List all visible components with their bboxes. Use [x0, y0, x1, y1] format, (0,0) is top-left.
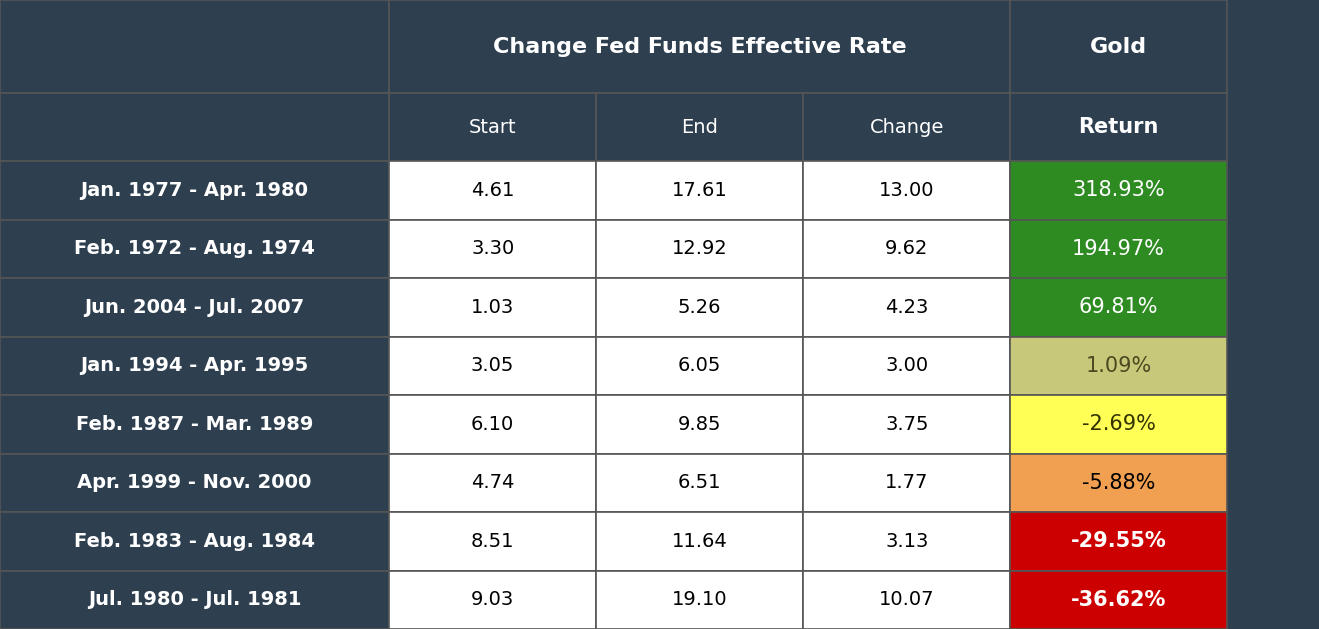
Text: 10.07: 10.07	[878, 590, 935, 610]
Text: Gold: Gold	[1089, 36, 1148, 57]
Bar	[0, 93, 389, 161]
Bar	[1010, 454, 1227, 512]
Bar	[0, 512, 389, 571]
Bar	[596, 161, 803, 220]
Text: Jul. 1980 - Jul. 1981: Jul. 1980 - Jul. 1981	[88, 590, 301, 610]
Text: 318.93%: 318.93%	[1072, 181, 1165, 200]
Bar	[0, 161, 389, 220]
Text: -2.69%: -2.69%	[1082, 415, 1155, 434]
Text: Start: Start	[468, 118, 517, 136]
Bar	[596, 93, 803, 161]
Text: End: End	[682, 118, 718, 136]
Bar	[803, 337, 1010, 395]
Bar	[803, 512, 1010, 571]
Bar	[0, 278, 389, 337]
Text: 3.00: 3.00	[885, 356, 929, 376]
Bar	[1010, 337, 1227, 395]
Text: Feb. 1983 - Aug. 1984: Feb. 1983 - Aug. 1984	[74, 532, 315, 551]
Bar	[596, 278, 803, 337]
Bar	[1010, 395, 1227, 454]
Text: Apr. 1999 - Nov. 2000: Apr. 1999 - Nov. 2000	[78, 473, 311, 493]
Text: -36.62%: -36.62%	[1071, 590, 1166, 610]
Text: 9.85: 9.85	[678, 415, 721, 434]
Bar	[596, 512, 803, 571]
Bar	[1010, 278, 1227, 337]
Bar	[596, 395, 803, 454]
Bar	[1010, 0, 1227, 93]
Bar	[389, 337, 596, 395]
Text: 6.51: 6.51	[678, 473, 721, 493]
Bar	[803, 395, 1010, 454]
Bar	[389, 278, 596, 337]
Bar	[803, 161, 1010, 220]
Text: 6.10: 6.10	[471, 415, 514, 434]
Bar	[389, 220, 596, 278]
Bar	[596, 571, 803, 629]
Text: 194.97%: 194.97%	[1072, 239, 1165, 259]
Text: 4.61: 4.61	[471, 181, 514, 200]
Bar	[0, 571, 389, 629]
Text: 3.30: 3.30	[471, 239, 514, 259]
Text: 3.05: 3.05	[471, 356, 514, 376]
Bar	[803, 220, 1010, 278]
Bar	[0, 454, 389, 512]
Bar	[596, 220, 803, 278]
Bar	[0, 337, 389, 395]
Bar	[389, 454, 596, 512]
Text: 3.13: 3.13	[885, 532, 929, 551]
Text: Jan. 1994 - Apr. 1995: Jan. 1994 - Apr. 1995	[80, 356, 309, 376]
Text: Jun. 2004 - Jul. 2007: Jun. 2004 - Jul. 2007	[84, 298, 305, 317]
Bar	[1010, 571, 1227, 629]
Text: Change: Change	[869, 118, 944, 136]
Bar	[389, 395, 596, 454]
Bar	[803, 571, 1010, 629]
Text: Change Fed Funds Effective Rate: Change Fed Funds Effective Rate	[493, 36, 906, 57]
Bar	[803, 93, 1010, 161]
Text: Feb. 1972 - Aug. 1974: Feb. 1972 - Aug. 1974	[74, 239, 315, 259]
Text: 1.77: 1.77	[885, 473, 929, 493]
Text: Jan. 1977 - Apr. 1980: Jan. 1977 - Apr. 1980	[80, 181, 309, 200]
Bar	[0, 220, 389, 278]
Text: 9.03: 9.03	[471, 590, 514, 610]
Text: 1.03: 1.03	[471, 298, 514, 317]
Text: 6.05: 6.05	[678, 356, 721, 376]
Text: 9.62: 9.62	[885, 239, 929, 259]
Bar	[389, 93, 596, 161]
Text: Return: Return	[1079, 117, 1158, 137]
Bar	[0, 395, 389, 454]
Bar	[1010, 512, 1227, 571]
Bar	[389, 571, 596, 629]
Text: Feb. 1987 - Mar. 1989: Feb. 1987 - Mar. 1989	[77, 415, 313, 434]
Text: -5.88%: -5.88%	[1082, 473, 1155, 493]
Text: 4.74: 4.74	[471, 473, 514, 493]
Bar	[0, 0, 389, 93]
Text: 13.00: 13.00	[878, 181, 935, 200]
Text: 69.81%: 69.81%	[1079, 298, 1158, 317]
Bar	[389, 512, 596, 571]
Bar	[1010, 220, 1227, 278]
Text: 19.10: 19.10	[671, 590, 728, 610]
Text: 11.64: 11.64	[671, 532, 728, 551]
Bar	[803, 454, 1010, 512]
Bar	[596, 454, 803, 512]
Text: 8.51: 8.51	[471, 532, 514, 551]
Bar	[1010, 161, 1227, 220]
Text: 5.26: 5.26	[678, 298, 721, 317]
Text: -29.55%: -29.55%	[1071, 532, 1166, 551]
Text: 12.92: 12.92	[671, 239, 728, 259]
Text: 1.09%: 1.09%	[1086, 356, 1151, 376]
Text: 17.61: 17.61	[671, 181, 728, 200]
Bar	[596, 337, 803, 395]
Bar	[389, 161, 596, 220]
Bar	[389, 0, 1010, 93]
Bar	[803, 278, 1010, 337]
Bar	[1010, 93, 1227, 161]
Text: 4.23: 4.23	[885, 298, 929, 317]
Text: 3.75: 3.75	[885, 415, 929, 434]
